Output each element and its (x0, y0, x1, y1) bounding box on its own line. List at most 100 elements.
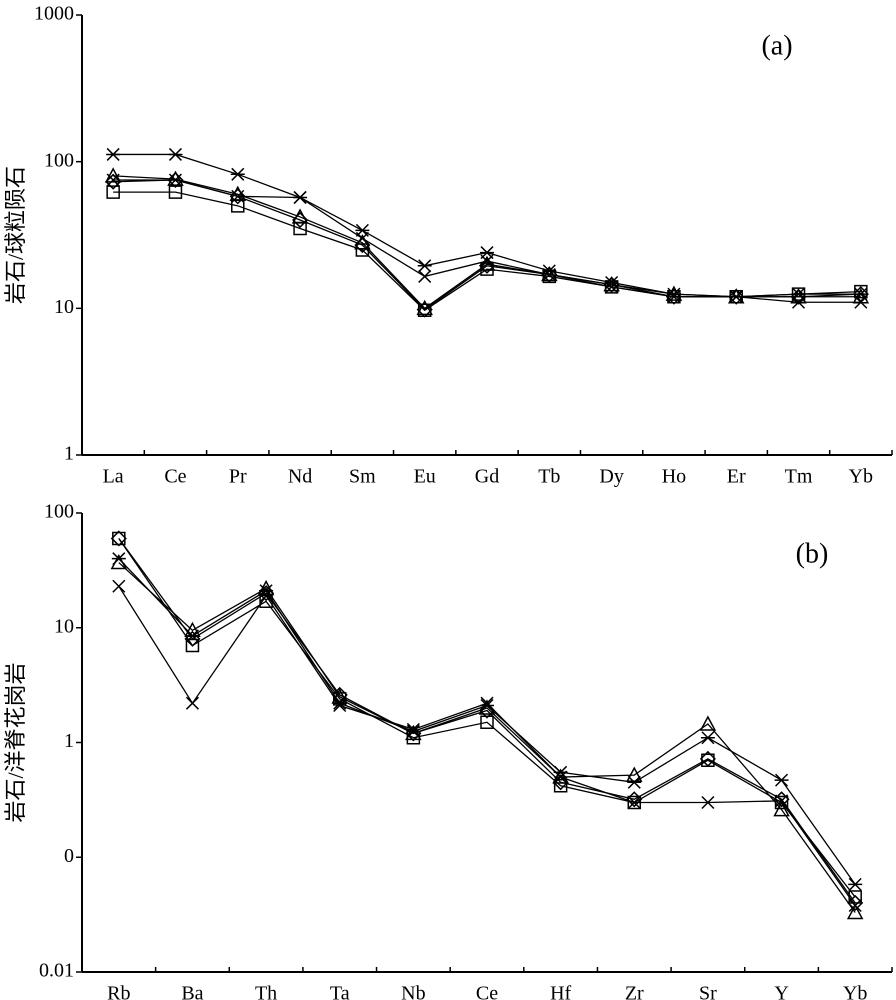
marker (106, 173, 120, 187)
marker (699, 750, 716, 767)
marker (848, 877, 863, 891)
panel-label: (b) (796, 538, 829, 569)
marker (331, 686, 348, 703)
marker (773, 801, 790, 817)
x-tick-label: Gd (475, 466, 499, 488)
marker (259, 584, 274, 598)
marker (848, 898, 862, 913)
x-tick-label: Eu (414, 466, 436, 488)
marker (110, 530, 127, 547)
y-tick-label: 100 (44, 149, 74, 171)
marker (257, 579, 275, 596)
y-tick-label: 100 (44, 501, 74, 523)
marker (168, 173, 182, 187)
marker (416, 301, 433, 318)
marker (167, 171, 184, 189)
series-line (118, 538, 856, 904)
marker (111, 552, 126, 566)
marker (333, 698, 347, 713)
y-tick-label: 0.01 (39, 960, 74, 982)
x-tick-label: Nd (288, 466, 312, 488)
marker (666, 287, 681, 301)
x-tick-label: Dy (599, 466, 623, 488)
x-tick-label: Pr (229, 466, 247, 488)
marker (291, 208, 309, 224)
marker (553, 765, 568, 779)
marker (185, 638, 200, 653)
marker (185, 629, 200, 643)
y-tick-label: 1000 (34, 3, 74, 25)
marker (112, 579, 126, 593)
x-tick-label: Sr (699, 983, 717, 1000)
marker (259, 589, 273, 603)
x-tick-label: Rb (107, 983, 130, 1000)
marker (168, 147, 183, 161)
marker (106, 147, 121, 161)
marker (604, 275, 619, 290)
marker (701, 795, 715, 810)
marker (104, 167, 122, 183)
marker (417, 259, 432, 273)
x-tick-label: Sm (349, 466, 376, 488)
x-tick-label: Hf (550, 983, 571, 1000)
x-tick-label: Ba (181, 983, 203, 1000)
marker (418, 269, 432, 283)
marker (480, 698, 494, 713)
series-line (118, 562, 856, 913)
marker (185, 696, 199, 710)
marker (700, 731, 715, 745)
y-tick-label: 10 (54, 615, 74, 637)
marker (480, 246, 494, 260)
panel-label: (a) (761, 30, 792, 61)
y-tick-label: 10 (54, 296, 74, 318)
marker (728, 288, 745, 305)
marker (167, 170, 184, 186)
marker (229, 188, 246, 205)
y-tick-label: 0 (64, 845, 74, 867)
marker (406, 722, 420, 736)
x-tick-label: Yb (849, 466, 873, 488)
x-tick-label: Tb (538, 466, 560, 488)
marker (406, 724, 421, 738)
series-line (118, 538, 856, 898)
marker (775, 794, 789, 808)
marker (230, 167, 245, 181)
x-tick-label: Zr (625, 983, 644, 1000)
x-tick-label: Th (255, 983, 277, 1000)
marker (626, 766, 643, 782)
marker (478, 257, 496, 274)
x-tick-label: Y (774, 983, 788, 1000)
marker (168, 185, 183, 199)
marker (774, 773, 789, 787)
marker (853, 287, 868, 301)
series-line (113, 191, 861, 312)
x-tick-label: La (103, 466, 124, 488)
x-tick-label: Yb (843, 983, 867, 1000)
x-tick-label: Ce (476, 983, 498, 1000)
series-line (118, 585, 856, 906)
x-tick-label: Nb (401, 983, 425, 1000)
marker (846, 903, 864, 920)
x-tick-label: Tm (785, 466, 813, 488)
marker (542, 264, 557, 278)
marker (355, 223, 370, 237)
series-line (113, 179, 861, 311)
marker (332, 696, 347, 710)
marker (293, 190, 308, 205)
y-axis-label: 岩石/洋脊花岗岩 (3, 662, 28, 822)
series-line (113, 175, 861, 310)
marker (416, 299, 433, 316)
y-tick-label: 1 (64, 730, 74, 752)
marker (729, 290, 744, 304)
y-axis-label: 岩石/球粒陨石 (3, 166, 28, 304)
series-line (113, 179, 861, 303)
marker (699, 715, 717, 731)
x-tick-label: Er (727, 466, 746, 488)
marker (231, 189, 245, 203)
x-tick-label: Ho (662, 466, 686, 488)
marker (110, 553, 128, 570)
marker (791, 287, 806, 301)
y-tick-label: 1 (64, 443, 74, 465)
x-tick-label: Ta (330, 983, 350, 1000)
